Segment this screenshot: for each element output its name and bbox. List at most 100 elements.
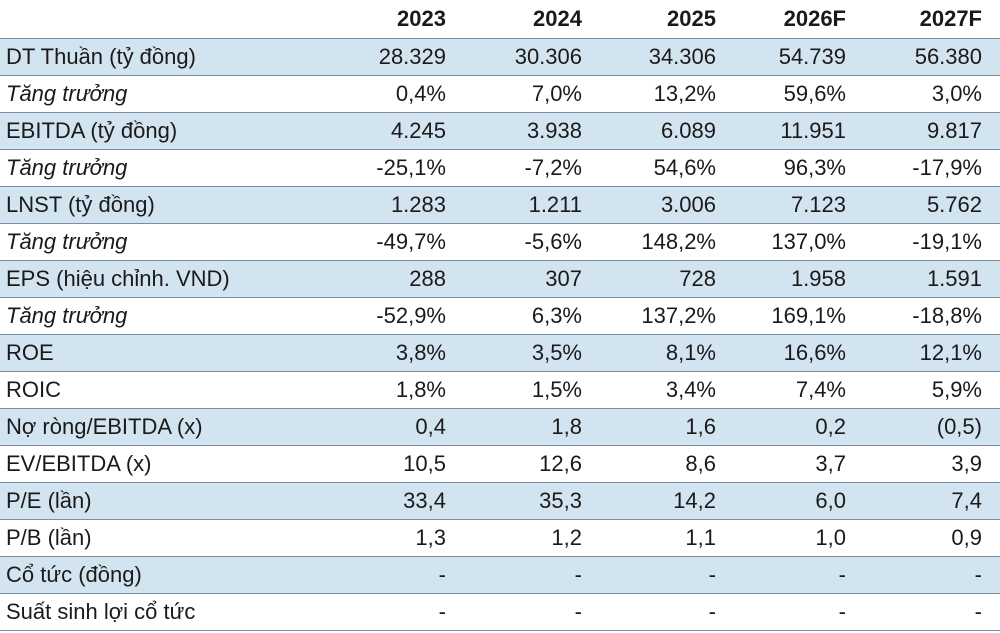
table-row: DT Thuần (tỷ đồng) 28.329 30.306 34.306 54.7… [0,38,1000,76]
value-cell-2027f: 9.817 [860,112,1000,150]
table-row: EBITDA (tỷ đồng) 4.245 3.938 6.089 11.951 9.8… [0,112,1000,150]
value-cell-2025: 8,6 [602,445,730,483]
header-year-2023: 2023 [340,0,466,39]
table-row: LNST (tỷ đồng) 1.283 1.211 3.006 7.123 5.762 [0,186,1000,224]
value-cell-2026f: 54.739 [730,38,860,76]
row-label: Tăng trưởng [0,297,340,335]
value-cell-2027f: 56.380 [860,38,1000,76]
table-row: Tăng trưởng -52,9% 6,3% 137,2% 169,1% -18,8% [0,297,1000,335]
value-cell-2023: 33,4 [340,482,466,520]
value-cell-2026f: 1.958 [730,260,860,298]
value-cell-2025: 34.306 [602,38,730,76]
row-label: Cổ tức (đồng) [0,556,340,594]
header-label-cell [0,0,340,39]
value-cell-2024: - [466,593,602,631]
row-label: Tăng trưởng [0,149,340,187]
table-row: Suất sinh lợi cổ tức - - - - - [0,593,1000,631]
value-cell-2025: 1,1 [602,519,730,557]
value-cell-2027f: -17,9% [860,149,1000,187]
value-cell-2024: 3.938 [466,112,602,150]
header-year-2027f: 2027F [860,0,1000,39]
row-label: Nợ ròng/EBITDA (x) [0,408,340,446]
value-cell-2027f: -18,8% [860,297,1000,335]
value-cell-2023: 28.329 [340,38,466,76]
value-cell-2023: 0,4 [340,408,466,446]
value-cell-2027f: 5.762 [860,186,1000,224]
row-label: Tăng trưởng [0,75,340,113]
value-cell-2023: -52,9% [340,297,466,335]
value-cell-2025: 6.089 [602,112,730,150]
row-label: EBITDA (tỷ đồng) [0,112,340,150]
value-cell-2027f: - [860,556,1000,594]
value-cell-2023: 288 [340,260,466,298]
table-row: Cổ tức (đồng) - - - - - [0,556,1000,594]
value-cell-2025: 13,2% [602,75,730,113]
value-cell-2023: 3,8% [340,334,466,372]
row-label: P/E (lần) [0,482,340,520]
value-cell-2023: - [340,556,466,594]
row-label: ROIC [0,371,340,409]
value-cell-2024: -5,6% [466,223,602,261]
value-cell-2025: 728 [602,260,730,298]
value-cell-2023: 4.245 [340,112,466,150]
value-cell-2025: 137,2% [602,297,730,335]
value-cell-2025: 3.006 [602,186,730,224]
value-cell-2026f: 7.123 [730,186,860,224]
table-row: EPS (hiệu chỉnh. VND) 288 307 728 1.958 1.591 [0,260,1000,298]
value-cell-2027f: 3,0% [860,75,1000,113]
value-cell-2023: 1.283 [340,186,466,224]
value-cell-2026f: 137,0% [730,223,860,261]
value-cell-2026f: 96,3% [730,149,860,187]
value-cell-2027f: 0,9 [860,519,1000,557]
value-cell-2023: 1,3 [340,519,466,557]
value-cell-2024: 12,6 [466,445,602,483]
value-cell-2027f: -19,1% [860,223,1000,261]
row-label: Tăng trưởng [0,223,340,261]
value-cell-2024: 3,5% [466,334,602,372]
value-cell-2024: 30.306 [466,38,602,76]
value-cell-2024: 1,5% [466,371,602,409]
row-label: Suất sinh lợi cổ tức [0,593,340,631]
table-row: Tăng trưởng -49,7% -5,6% 148,2% 137,0% -19,1% [0,223,1000,261]
value-cell-2027f: 5,9% [860,371,1000,409]
value-cell-2023: 1,8% [340,371,466,409]
table-body: DT Thuần (tỷ đồng) 28.329 30.306 34.306 54.7… [0,38,1000,631]
table-row: ROE 3,8% 3,5% 8,1% 16,6% 12,1% [0,334,1000,372]
table-row: Nợ ròng/EBITDA (x) 0,4 1,8 1,6 0,2 (0,5) [0,408,1000,446]
value-cell-2025: 14,2 [602,482,730,520]
value-cell-2025: 1,6 [602,408,730,446]
value-cell-2026f: 6,0 [730,482,860,520]
table-row: ROIC 1,8% 1,5% 3,4% 7,4% 5,9% [0,371,1000,409]
value-cell-2026f: 169,1% [730,297,860,335]
value-cell-2026f: 11.951 [730,112,860,150]
value-cell-2027f: 12,1% [860,334,1000,372]
value-cell-2027f: - [860,593,1000,631]
table-row: EV/EBITDA (x) 10,5 12,6 8,6 3,7 3,9 [0,445,1000,483]
value-cell-2025: 54,6% [602,149,730,187]
value-cell-2024: 6,3% [466,297,602,335]
value-cell-2026f: 0,2 [730,408,860,446]
value-cell-2026f: 3,7 [730,445,860,483]
value-cell-2023: 10,5 [340,445,466,483]
row-label: P/B (lần) [0,519,340,557]
header-year-2024: 2024 [466,0,602,39]
header-year-2025: 2025 [602,0,730,39]
value-cell-2023: 0,4% [340,75,466,113]
table-row: P/E (lần) 33,4 35,3 14,2 6,0 7,4 [0,482,1000,520]
value-cell-2027f: 1.591 [860,260,1000,298]
value-cell-2024: - [466,556,602,594]
row-label: EV/EBITDA (x) [0,445,340,483]
value-cell-2025: 148,2% [602,223,730,261]
value-cell-2026f: 16,6% [730,334,860,372]
value-cell-2025: - [602,556,730,594]
row-label: DT Thuần (tỷ đồng) [0,38,340,76]
value-cell-2026f: 59,6% [730,75,860,113]
value-cell-2024: 1,8 [466,408,602,446]
value-cell-2023: - [340,593,466,631]
value-cell-2027f: 7,4 [860,482,1000,520]
value-cell-2026f: 1,0 [730,519,860,557]
value-cell-2026f: - [730,593,860,631]
value-cell-2024: -7,2% [466,149,602,187]
table-row: Tăng trưởng -25,1% -7,2% 54,6% 96,3% -17,9% [0,149,1000,187]
